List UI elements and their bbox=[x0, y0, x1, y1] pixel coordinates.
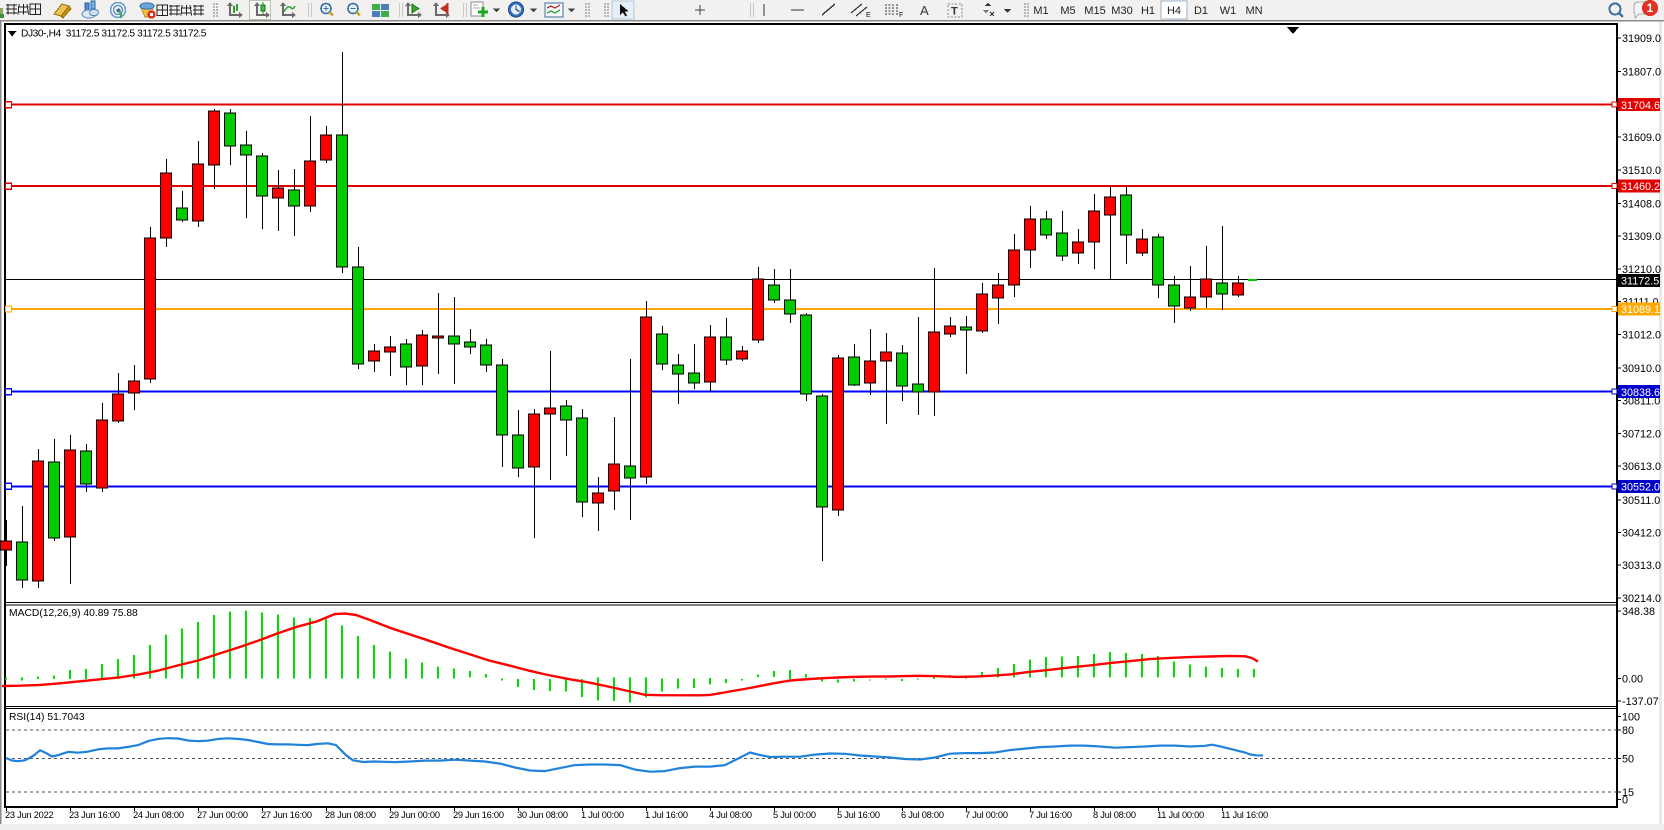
svg-text:A: A bbox=[920, 3, 929, 18]
svg-text:30552.0: 30552.0 bbox=[1621, 482, 1660, 494]
svg-text:31089.1: 31089.1 bbox=[1621, 304, 1660, 316]
svg-text:29 Jun 00:00: 29 Jun 00:00 bbox=[389, 810, 440, 820]
svg-text:31510.0: 31510.0 bbox=[1622, 165, 1661, 177]
svg-text:E: E bbox=[866, 12, 871, 19]
svg-text:M30: M30 bbox=[1111, 5, 1132, 17]
svg-text:31012.0: 31012.0 bbox=[1622, 329, 1661, 341]
svg-text:50: 50 bbox=[1622, 753, 1634, 765]
svg-text:5 Jul 00:00: 5 Jul 00:00 bbox=[773, 810, 816, 820]
svg-text:1 Jul 00:00: 1 Jul 00:00 bbox=[581, 810, 624, 820]
svg-text:11 Jul 16:00: 11 Jul 16:00 bbox=[1221, 810, 1268, 820]
svg-text:31309.0: 31309.0 bbox=[1622, 231, 1661, 243]
svg-text:D1: D1 bbox=[1194, 5, 1208, 17]
svg-text:30 Jun 08:00: 30 Jun 08:00 bbox=[517, 810, 568, 820]
svg-text:M1: M1 bbox=[1033, 5, 1048, 17]
svg-text:MN: MN bbox=[1245, 5, 1262, 17]
svg-text:31909.0: 31909.0 bbox=[1622, 33, 1661, 45]
svg-text:W1: W1 bbox=[1220, 5, 1237, 17]
svg-text:23 Jun 2022: 23 Jun 2022 bbox=[5, 810, 54, 820]
svg-text:30811.0: 30811.0 bbox=[1622, 396, 1660, 408]
svg-text:28 Jun 08:00: 28 Jun 08:00 bbox=[325, 810, 376, 820]
svg-text:23 Jun 16:00: 23 Jun 16:00 bbox=[69, 810, 120, 820]
svg-text:31408.0: 31408.0 bbox=[1622, 199, 1661, 211]
svg-text:30613.0: 30613.0 bbox=[1622, 461, 1661, 473]
svg-text:24 Jun 08:00: 24 Jun 08:00 bbox=[133, 810, 184, 820]
svg-text:30712.0: 30712.0 bbox=[1622, 428, 1661, 440]
svg-text:0: 0 bbox=[1622, 794, 1628, 806]
svg-text:31172.5: 31172.5 bbox=[1621, 276, 1659, 288]
svg-text:31807.0: 31807.0 bbox=[1622, 67, 1661, 79]
svg-text:0.00: 0.00 bbox=[1622, 674, 1643, 686]
svg-text:80: 80 bbox=[1622, 725, 1634, 737]
svg-text:30910.0: 30910.0 bbox=[1622, 363, 1661, 375]
svg-text:7 Jul 16:00: 7 Jul 16:00 bbox=[1029, 810, 1072, 820]
svg-text:30511.0: 30511.0 bbox=[1622, 495, 1660, 507]
svg-text:T: T bbox=[951, 6, 958, 18]
svg-text:30313.0: 30313.0 bbox=[1622, 560, 1661, 572]
svg-text:RSI(14) 51.7043: RSI(14) 51.7043 bbox=[9, 712, 85, 723]
svg-text:DJ30-,H4 31172.5 31172.5 3117: DJ30-,H4 31172.5 31172.5 31172.5 31172.5 bbox=[21, 29, 207, 40]
svg-text:7 Jul 00:00: 7 Jul 00:00 bbox=[965, 810, 1008, 820]
svg-text:30412.0: 30412.0 bbox=[1622, 528, 1661, 540]
svg-text:MACD(12,26,9) 40.89 75.88: MACD(12,26,9) 40.89 75.88 bbox=[9, 608, 138, 619]
svg-text:31210.0: 31210.0 bbox=[1622, 264, 1661, 276]
svg-text:27 Jun 00:00: 27 Jun 00:00 bbox=[197, 810, 248, 820]
svg-text:4 Jul 08:00: 4 Jul 08:00 bbox=[709, 810, 752, 820]
svg-text:30838.6: 30838.6 bbox=[1621, 387, 1660, 399]
svg-text:15: 15 bbox=[1622, 787, 1634, 799]
svg-text:5 Jul 16:00: 5 Jul 16:00 bbox=[837, 810, 880, 820]
svg-text:6 Jul 08:00: 6 Jul 08:00 bbox=[901, 810, 944, 820]
svg-text:348.38: 348.38 bbox=[1622, 606, 1655, 618]
svg-text:M15: M15 bbox=[1084, 5, 1105, 17]
svg-text:M5: M5 bbox=[1060, 5, 1075, 17]
svg-text:29 Jun 16:00: 29 Jun 16:00 bbox=[453, 810, 504, 820]
svg-text:1 Jul 16:00: 1 Jul 16:00 bbox=[645, 810, 688, 820]
svg-text:30214.0: 30214.0 bbox=[1622, 593, 1661, 605]
svg-text:31704.6: 31704.6 bbox=[1621, 100, 1660, 112]
svg-text:-137.07: -137.07 bbox=[1622, 696, 1659, 708]
svg-text:11 Jul 00:00: 11 Jul 00:00 bbox=[1157, 810, 1204, 820]
svg-text:H1: H1 bbox=[1141, 5, 1155, 17]
svg-text:31460.2: 31460.2 bbox=[1621, 181, 1660, 193]
svg-text:F: F bbox=[899, 12, 903, 19]
svg-text:8 Jul 08:00: 8 Jul 08:00 bbox=[1093, 810, 1136, 820]
svg-text:H4: H4 bbox=[1167, 5, 1181, 17]
svg-text:100: 100 bbox=[1622, 711, 1640, 723]
svg-text:27 Jun 16:00: 27 Jun 16:00 bbox=[261, 810, 312, 820]
svg-text:1: 1 bbox=[1647, 1, 1654, 15]
svg-text:31609.0: 31609.0 bbox=[1622, 132, 1661, 144]
